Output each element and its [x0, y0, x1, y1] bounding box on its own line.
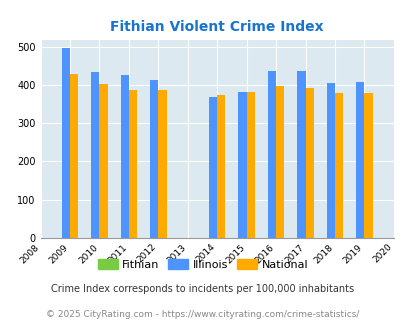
Text: © 2025 CityRating.com - https://www.cityrating.com/crime-statistics/: © 2025 CityRating.com - https://www.city… — [46, 310, 359, 319]
Bar — [62, 48, 70, 238]
Bar — [296, 71, 305, 238]
Bar — [326, 83, 334, 238]
Bar — [334, 93, 342, 238]
Bar — [209, 97, 217, 238]
Bar — [217, 95, 225, 238]
Bar — [150, 80, 158, 238]
Bar — [91, 72, 99, 238]
Bar — [267, 71, 275, 238]
Bar — [246, 92, 254, 238]
Bar — [364, 93, 372, 238]
Legend: Fithian, Illinois, National: Fithian, Illinois, National — [93, 255, 312, 274]
Bar — [305, 87, 313, 238]
Bar — [275, 86, 284, 238]
Bar — [355, 82, 363, 238]
Text: Crime Index corresponds to incidents per 100,000 inhabitants: Crime Index corresponds to incidents per… — [51, 284, 354, 294]
Bar — [120, 75, 128, 238]
Title: Fithian Violent Crime Index: Fithian Violent Crime Index — [110, 20, 323, 34]
Bar — [99, 84, 107, 238]
Bar — [70, 74, 78, 238]
Bar — [238, 92, 246, 238]
Bar — [128, 90, 137, 238]
Bar — [158, 90, 166, 238]
